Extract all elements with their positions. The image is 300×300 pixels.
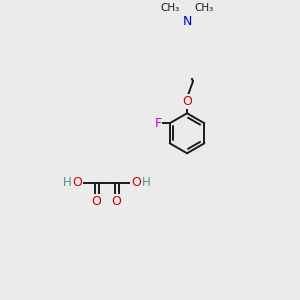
Text: F: F — [154, 117, 161, 130]
Text: H: H — [63, 176, 71, 189]
Text: CH₃: CH₃ — [160, 3, 180, 13]
Text: O: O — [72, 176, 82, 189]
Text: O: O — [112, 195, 122, 208]
Text: H: H — [142, 176, 151, 189]
Text: N: N — [182, 15, 192, 28]
Text: O: O — [131, 176, 141, 189]
Text: CH₃: CH₃ — [194, 3, 214, 13]
Text: O: O — [182, 95, 192, 108]
Text: O: O — [92, 195, 102, 208]
